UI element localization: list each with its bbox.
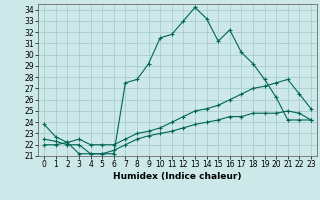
- X-axis label: Humidex (Indice chaleur): Humidex (Indice chaleur): [113, 172, 242, 181]
